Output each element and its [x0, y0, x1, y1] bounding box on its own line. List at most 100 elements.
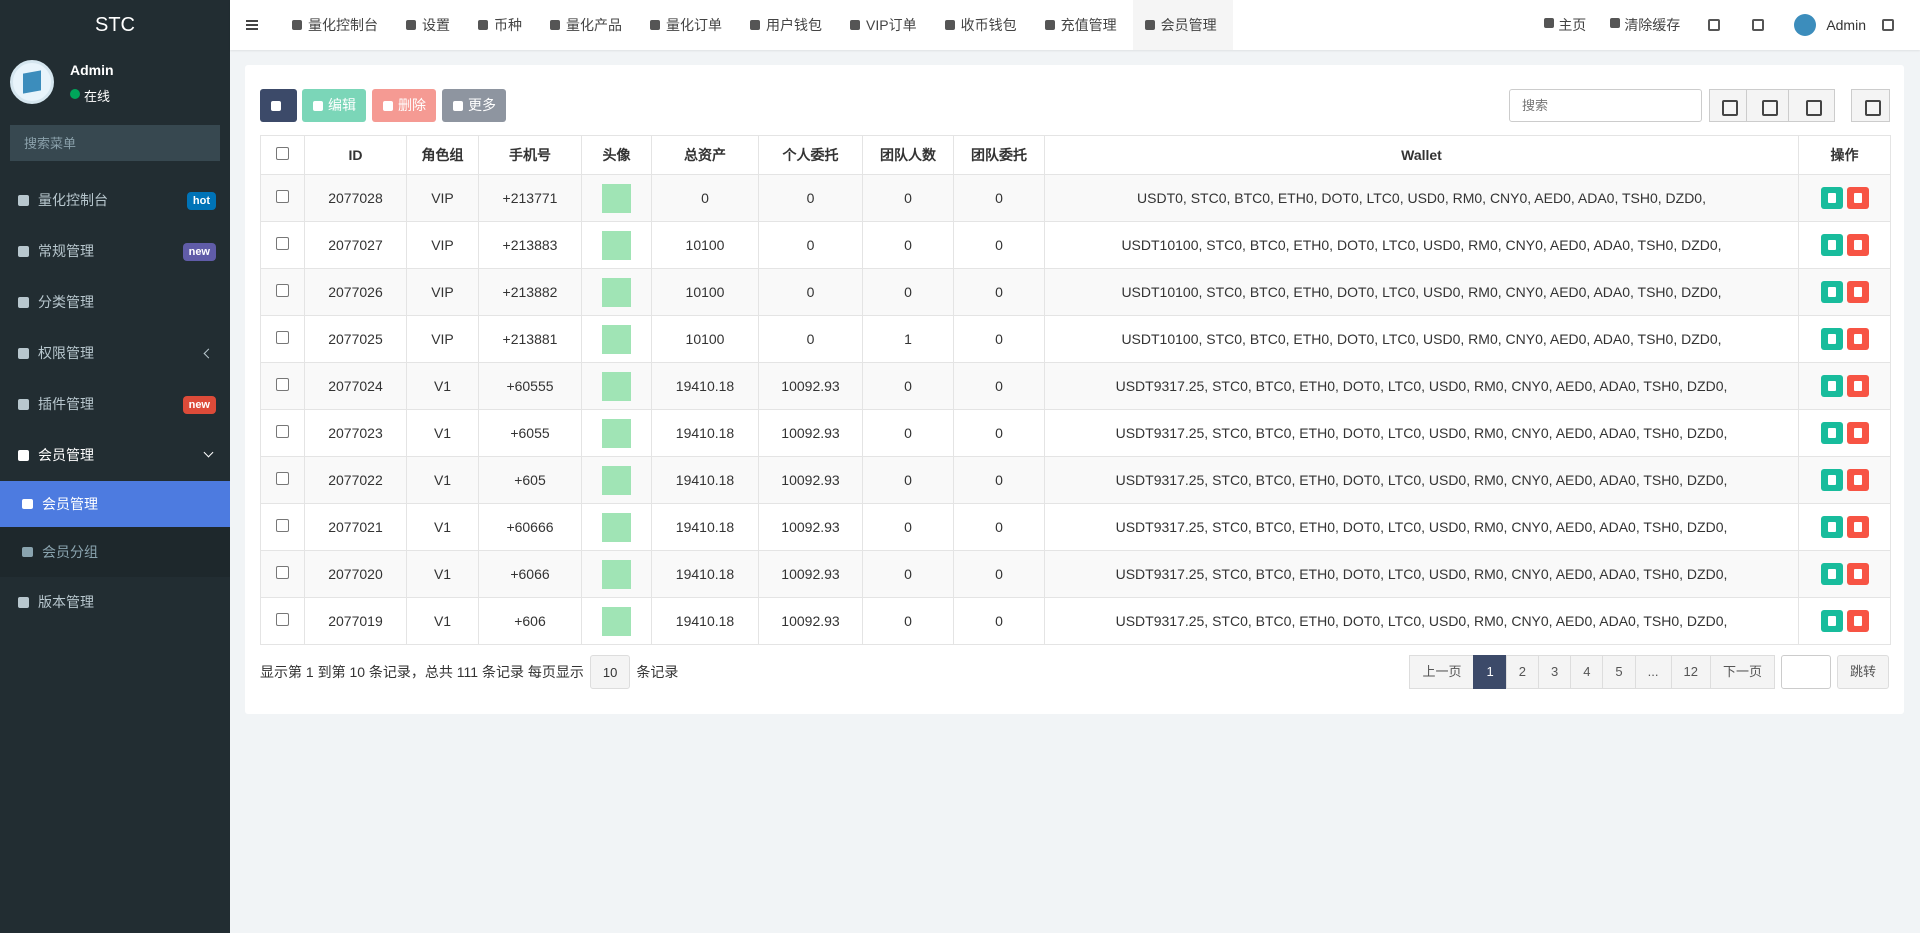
submenu-item[interactable]: 会员分组: [0, 527, 230, 577]
row-checkbox[interactable]: [276, 613, 289, 626]
cell: 19410.18: [651, 550, 759, 598]
menu-item[interactable]: 版本管理: [0, 577, 230, 628]
menu-item[interactable]: 量化控制台 hot: [0, 175, 230, 226]
delete-button[interactable]: [1846, 469, 1869, 491]
lang-icon[interactable]: [1708, 19, 1721, 31]
toolbar-icon-button[interactable]: [1851, 89, 1890, 122]
jump-input[interactable]: [1780, 655, 1831, 689]
cell: VIP: [406, 221, 479, 269]
nav-tab[interactable]: 用户钱包: [738, 0, 838, 50]
cell: 0: [862, 268, 954, 316]
edit-button[interactable]: [1820, 328, 1843, 350]
delete-button[interactable]: [1846, 516, 1869, 538]
edit-button[interactable]: [1820, 422, 1843, 444]
edit-button[interactable]: [1820, 187, 1843, 209]
jump-button[interactable]: 跳转: [1836, 655, 1889, 689]
page-button[interactable]: 2: [1505, 655, 1539, 689]
delete-button[interactable]: [1846, 563, 1869, 585]
row-checkbox[interactable]: [276, 331, 289, 344]
row-checkbox[interactable]: [276, 566, 289, 579]
nav-link[interactable]: 主页: [1532, 15, 1598, 35]
cell: +213883: [478, 221, 582, 269]
toolbar-icon-button[interactable]: [1709, 89, 1747, 122]
cell: 0: [953, 456, 1045, 504]
settings-icon[interactable]: [1882, 19, 1894, 31]
row-checkbox[interactable]: [276, 190, 289, 203]
page-button[interactable]: ...: [1634, 655, 1672, 689]
row-checkbox[interactable]: [276, 519, 289, 532]
nav-tab[interactable]: 充值管理: [1033, 0, 1133, 50]
toolbar-icon-button[interactable]: [1746, 89, 1789, 122]
nav-tab[interactable]: VIP订单: [838, 0, 933, 50]
nav-tab[interactable]: 收币钱包: [933, 0, 1033, 50]
page-button[interactable]: 3: [1537, 655, 1572, 689]
nav-tab[interactable]: 设置: [394, 0, 466, 50]
nav-link[interactable]: 清除缓存: [1598, 15, 1692, 35]
delete-button[interactable]: [1846, 281, 1869, 303]
menu-item[interactable]: 会员管理: [0, 430, 230, 481]
row-checkbox[interactable]: [276, 472, 289, 485]
cell: [1798, 174, 1891, 222]
edit-button[interactable]: [1820, 469, 1843, 491]
delete-button[interactable]: [1846, 610, 1869, 632]
menu-badge: hot: [186, 192, 216, 210]
edit-button[interactable]: [1820, 516, 1843, 538]
submenu: 会员管理 会员分组: [0, 481, 230, 577]
page-button[interactable]: 下一页: [1709, 655, 1775, 689]
toolbar-button[interactable]: 删除: [372, 89, 436, 122]
edit-button[interactable]: [1820, 234, 1843, 256]
select-all[interactable]: [276, 147, 289, 160]
menu-label: 权限管理: [38, 345, 94, 361]
menu-label: 常规管理: [38, 243, 94, 259]
row-checkbox[interactable]: [276, 425, 289, 438]
page-button[interactable]: 12: [1670, 655, 1711, 689]
delete-button[interactable]: [1846, 375, 1869, 397]
cell: 0: [953, 550, 1045, 598]
cell: +213771: [478, 174, 582, 222]
cell: 1: [862, 315, 954, 363]
nav-user[interactable]: Admin: [1826, 17, 1866, 33]
row-checkbox[interactable]: [276, 378, 289, 391]
edit-button[interactable]: [1820, 375, 1843, 397]
toolbar-button[interactable]: 编辑: [302, 89, 366, 122]
page-button[interactable]: 5: [1602, 655, 1636, 689]
nav-tab[interactable]: 量化控制台: [280, 0, 394, 50]
page-size[interactable]: 10: [589, 655, 631, 689]
delete-button[interactable]: [1846, 187, 1869, 209]
menu-label: 会员管理: [38, 447, 94, 463]
cell: USDT9317.25, STC0, BTC0, ETH0, DOT0, LTC…: [1044, 456, 1799, 504]
row-checkbox[interactable]: [276, 237, 289, 250]
delete-button[interactable]: [1846, 234, 1869, 256]
cell: 0: [758, 315, 863, 363]
cell: 0: [953, 503, 1045, 551]
menu-item[interactable]: 权限管理: [0, 328, 230, 379]
menu-toggle[interactable]: [246, 20, 258, 30]
toolbar-icon-button[interactable]: [1788, 89, 1835, 122]
page-button[interactable]: 4: [1570, 655, 1604, 689]
menu-item[interactable]: 分类管理: [0, 277, 230, 328]
page-button[interactable]: 上一页: [1409, 655, 1475, 689]
cell: +60555: [478, 362, 582, 410]
submenu-item[interactable]: 会员管理: [0, 481, 230, 527]
refresh-button[interactable]: [260, 89, 297, 122]
table-search[interactable]: [1509, 89, 1702, 122]
nav-tab[interactable]: 会员管理: [1132, 0, 1233, 50]
avatar: [602, 371, 631, 401]
toolbar-button[interactable]: 更多: [442, 89, 506, 122]
edit-button[interactable]: [1820, 281, 1843, 303]
page-button[interactable]: 1: [1473, 655, 1507, 689]
menu-item[interactable]: 插件管理 new: [0, 379, 230, 430]
nav-tab[interactable]: 量化产品: [538, 0, 638, 50]
delete-button[interactable]: [1846, 328, 1869, 350]
nav-tab[interactable]: 币种: [466, 0, 538, 50]
row-checkbox[interactable]: [276, 284, 289, 297]
fullscreen-icon[interactable]: [1752, 19, 1765, 31]
nav-tab[interactable]: 量化订单: [638, 0, 738, 50]
delete-button[interactable]: [1846, 422, 1869, 444]
edit-button[interactable]: [1820, 563, 1843, 585]
menu-item[interactable]: 常规管理 new: [0, 226, 230, 277]
menu-search[interactable]: [10, 125, 220, 161]
header-cell: 角色组: [406, 135, 479, 175]
edit-button[interactable]: [1820, 610, 1843, 632]
